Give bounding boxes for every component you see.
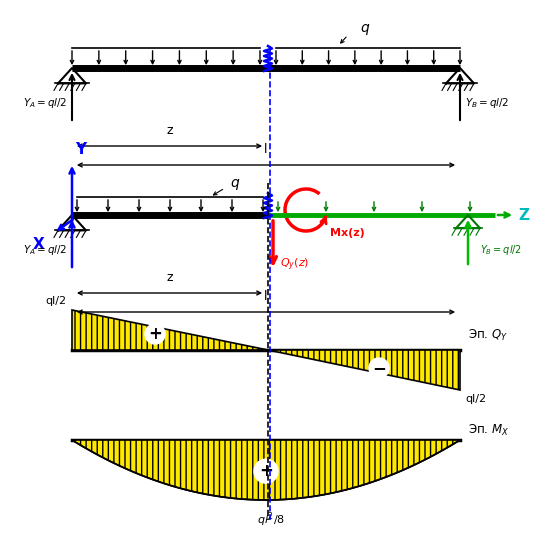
Text: $Y_A=ql/2$: $Y_A=ql/2$ [22, 96, 67, 110]
Text: Mx(z): Mx(z) [330, 228, 365, 238]
Text: ql/2: ql/2 [46, 296, 67, 306]
Text: $Q_y(z)$: $Q_y(z)$ [280, 257, 309, 273]
Text: ql/2: ql/2 [465, 394, 486, 404]
Polygon shape [268, 350, 460, 390]
Text: $ql^2/8$: $ql^2/8$ [257, 510, 285, 528]
Text: q: q [360, 21, 369, 35]
Text: +: + [259, 462, 273, 480]
Circle shape [145, 324, 165, 344]
Text: Эп. $Q_Y$: Эп. $Q_Y$ [468, 327, 508, 343]
Text: Z: Z [518, 207, 529, 223]
Text: $Y_B=ql/2$: $Y_B=ql/2$ [480, 243, 522, 257]
Text: Y: Y [75, 142, 86, 157]
Text: z: z [166, 124, 173, 137]
Text: l: l [264, 290, 268, 303]
Polygon shape [72, 310, 268, 350]
Text: +: + [148, 325, 162, 343]
Text: z: z [166, 271, 173, 284]
Text: l: l [264, 143, 268, 156]
Text: X: X [32, 237, 44, 252]
Text: $Y_B=ql/2$: $Y_B=ql/2$ [465, 96, 510, 110]
Circle shape [369, 358, 389, 378]
Text: q: q [230, 176, 239, 190]
Polygon shape [72, 440, 460, 500]
Circle shape [254, 459, 278, 483]
Text: Эп. $M_X$: Эп. $M_X$ [468, 422, 509, 438]
Text: $Y_A=ql/2$: $Y_A=ql/2$ [22, 243, 67, 257]
Text: −: − [372, 359, 386, 377]
